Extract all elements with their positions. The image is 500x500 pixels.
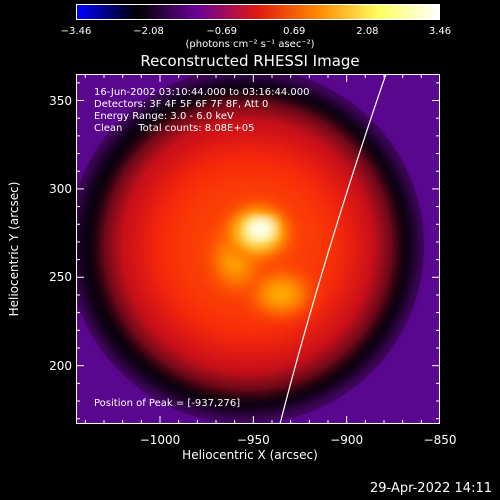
detectors-line: Detectors: 3F 4F 5F 6F 7F 8F, Att 0 [94,99,269,110]
time-range: 16-Jun-2002 03:10:44.000 to 03:16:44.000 [94,87,310,98]
y-tick-label: 250 [49,270,72,285]
x-tick-label: −950 [236,433,270,447]
colorbar-tick: −0.69 [206,26,238,37]
clean-counts: Clean Total counts: 8.08E+05 [94,123,255,134]
x-axis-label: Heliocentric X (arcsec) [182,448,318,462]
y-axis-label: Heliocentric Y (arcsec) [7,181,21,317]
plot-frame [76,74,440,424]
x-tick-label: −850 [423,433,457,447]
y-tick-label: 200 [49,358,72,373]
axis-ticks [76,74,440,424]
x-tick-label: −900 [330,433,364,447]
colorbar-units: (photons cm⁻² s⁻¹ asec⁻²) [185,39,315,50]
plot-area: 16-Jun-2002 03:10:44.000 to 03:16:44.000… [76,74,440,424]
colorbar-tick: 0.69 [283,26,306,37]
colorbar-tick: 2.08 [356,26,379,37]
y-tick-label: 350 [49,93,72,108]
y-tick-label: 300 [49,181,72,196]
colorbar-tick: 3.46 [428,26,452,37]
peak-position: Position of Peak = [-937,276] [94,398,241,409]
timestamp: 29-Apr-2022 14:11 [370,481,492,496]
colorbar [76,4,440,20]
solar-limb-line [279,74,387,424]
energy-range: Energy Range: 3.0 - 6.0 keV [94,111,234,122]
colorbar-tick: −3.46 [60,26,92,37]
image-title: Reconstructed RHESSI Image [140,52,360,70]
x-tick-label: −1000 [139,433,181,447]
colorbar-tick: −2.08 [133,26,164,37]
peak-core [248,218,276,238]
rhessi-image [76,74,440,424]
